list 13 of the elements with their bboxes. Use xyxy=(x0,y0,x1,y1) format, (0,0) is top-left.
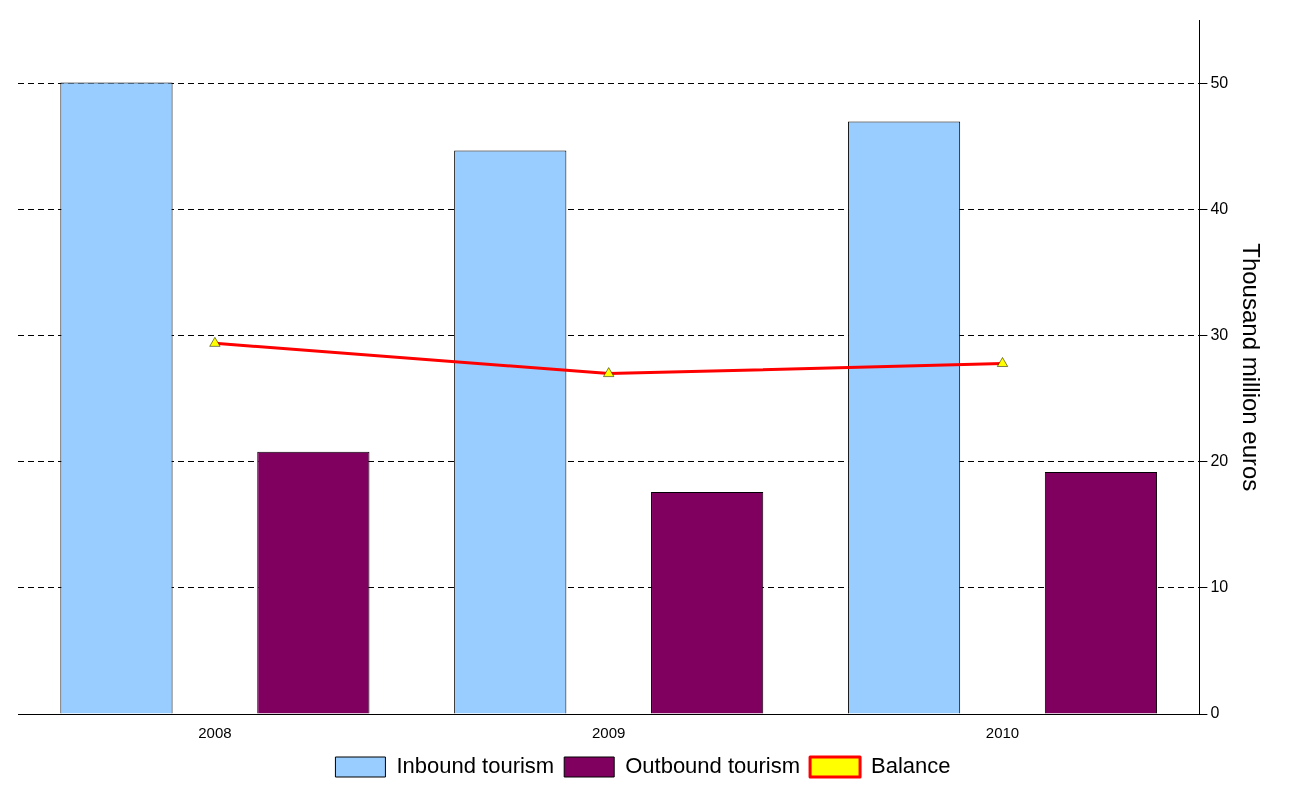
y-tick-label: 30 xyxy=(1210,326,1229,344)
y-tick-label: 40 xyxy=(1210,200,1229,218)
x-tick-label: 2008 xyxy=(198,724,232,742)
y-tick-label: 50 xyxy=(1210,74,1229,92)
x-tick-label: 2010 xyxy=(985,724,1020,742)
legend-label: Outbound tourism xyxy=(625,753,801,779)
y-tick-label: 0 xyxy=(1210,704,1220,722)
legend-label: Balance xyxy=(871,753,951,779)
y-axis-title: Thousand million euros xyxy=(1237,243,1265,492)
legend-label: Inbound tourism xyxy=(396,753,555,779)
y-tick-label: 20 xyxy=(1210,452,1229,470)
y-tick-label: 10 xyxy=(1210,578,1229,596)
x-tick-label: 2009 xyxy=(592,724,626,742)
